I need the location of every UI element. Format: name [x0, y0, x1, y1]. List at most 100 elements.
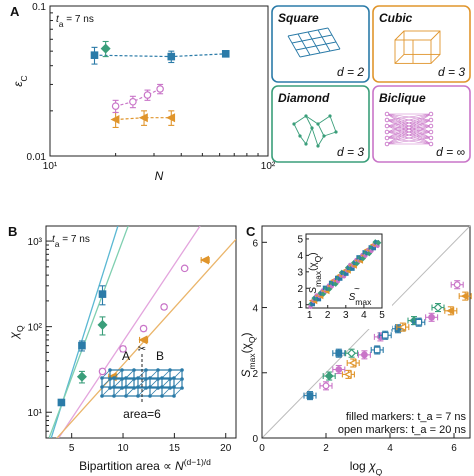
x-tick-label: 6	[451, 443, 457, 454]
square-point	[335, 349, 343, 357]
diamond-point	[324, 371, 334, 381]
lattice-edge	[305, 127, 313, 145]
diamond-point	[97, 319, 108, 330]
panel-b-annotation-part: = 7 ns	[60, 234, 90, 245]
inset-edge	[173, 369, 183, 379]
note-open-markers: open markers: t_a = 20 ns	[338, 424, 467, 436]
lattice-edge	[386, 137, 432, 145]
x-tick-label: 0	[259, 443, 265, 454]
inset-edge	[101, 387, 111, 397]
panel-b-frame	[45, 225, 237, 439]
y-axis-label-part: S	[239, 369, 253, 377]
inset-edge	[113, 387, 123, 397]
x-axis-label: N	[155, 169, 164, 183]
cubic-point	[166, 113, 176, 123]
inset-x-tick-label: 1	[307, 310, 313, 321]
biclique-point	[98, 367, 107, 376]
lattice-edge	[386, 125, 432, 145]
cubic-lattice-icon	[394, 30, 441, 64]
square-point	[381, 331, 389, 339]
diamond-legend-name: Diamond	[278, 91, 330, 105]
lattice-edge	[386, 113, 432, 127]
biclique-legend-name: Biclique	[379, 91, 426, 105]
y-axis-label-part: C	[19, 75, 29, 81]
lattice-node	[428, 123, 434, 129]
lattice-edge	[293, 115, 307, 125]
x-tick-label: 10	[117, 443, 129, 454]
lattice-edge	[307, 31, 321, 54]
y-axis-label-part: Q	[247, 336, 257, 343]
lattice-edge	[323, 131, 337, 137]
lattice-edge	[317, 29, 331, 52]
lattice-node	[292, 122, 296, 126]
y-tick-label: 6	[252, 238, 258, 249]
inset-edge	[101, 378, 111, 388]
square-point	[373, 346, 381, 354]
y-axis-label-part: (χ	[239, 342, 253, 353]
inset-edge	[113, 369, 123, 379]
diamond-point	[100, 43, 111, 54]
x-axis-label: Bipartition area ∝ N(d−1)/d	[79, 457, 211, 473]
lattice-node	[428, 129, 434, 135]
inset-edge	[113, 378, 123, 388]
lattice-node	[384, 135, 390, 141]
diamond-point	[433, 303, 443, 313]
square-point	[221, 50, 230, 58]
diamond-legend-dimension: d = 3	[337, 145, 364, 159]
lattice-node	[384, 123, 390, 129]
inset-y-label-part: Q	[313, 255, 323, 262]
inset-edge	[125, 387, 135, 397]
inset-edge	[161, 369, 171, 379]
x-tick-label: 4	[387, 443, 393, 454]
panel-a-annotation-part: a	[59, 19, 64, 29]
inset-y-tick-label: 5	[297, 234, 303, 245]
biclique-point	[322, 382, 330, 390]
cubic-point	[348, 358, 357, 368]
square-fit-line	[50, 226, 119, 438]
lattice-edge	[287, 35, 301, 58]
lattice-node	[304, 142, 308, 146]
y-tick-label: 10²	[28, 323, 43, 334]
panel-a-label: A	[10, 4, 20, 19]
biclique-point	[111, 102, 120, 110]
lattice-edge	[329, 115, 337, 133]
inset-x-tick-label: 5	[379, 310, 385, 321]
panel-b-annotation-part: a	[55, 239, 60, 249]
x-axis-label-part: χ	[368, 459, 376, 473]
panel-b: B 5 10 15 20 10¹ 10² 10³ Bipartition area ∝ N(d−…	[7, 224, 237, 473]
y-tick-label: 2	[252, 369, 258, 380]
note-filled-markers: filled markers: t_a = 7 ns	[346, 411, 467, 423]
inset-edge	[125, 369, 135, 379]
lattice-node	[428, 117, 434, 123]
square-legend-name: Square	[278, 11, 319, 25]
diamond-lattice-icon	[292, 114, 338, 148]
x-tick-label: 15	[169, 443, 181, 454]
inset-area-label: area=6	[123, 407, 161, 421]
inset-edge	[173, 387, 183, 397]
lattice-edge	[430, 54, 441, 64]
panel-b-annotation: ta = 7 ns	[52, 234, 90, 249]
panel-a-annotation: ta = 7 ns	[56, 14, 94, 29]
lattice-edge	[394, 54, 405, 64]
inset-y-label-part: (χ	[308, 262, 319, 271]
lattice-edge	[386, 113, 432, 133]
lattice-node	[316, 144, 320, 148]
inset-edge	[137, 378, 147, 388]
biclique-point	[139, 324, 148, 333]
x-axis-label-part: N	[175, 459, 184, 473]
lattice-edge	[386, 113, 432, 139]
biclique-legend-dimension: d = ∞	[436, 145, 465, 159]
inset-edge	[161, 387, 171, 397]
panel-c-frame	[261, 225, 471, 439]
inset-scatter	[308, 239, 382, 309]
y-axis-label-part: ε	[11, 81, 25, 87]
lattice-face	[403, 30, 441, 55]
square-legend-dimension: d = 2	[337, 65, 364, 79]
square-point	[306, 392, 314, 399]
x-axis-label-part: log	[350, 459, 369, 473]
lattice-node	[384, 111, 390, 117]
y-axis-label-part: Q	[15, 325, 25, 332]
inset-y-tick-label: 4	[297, 251, 303, 262]
panel-a-annotation-part: t	[56, 14, 60, 25]
